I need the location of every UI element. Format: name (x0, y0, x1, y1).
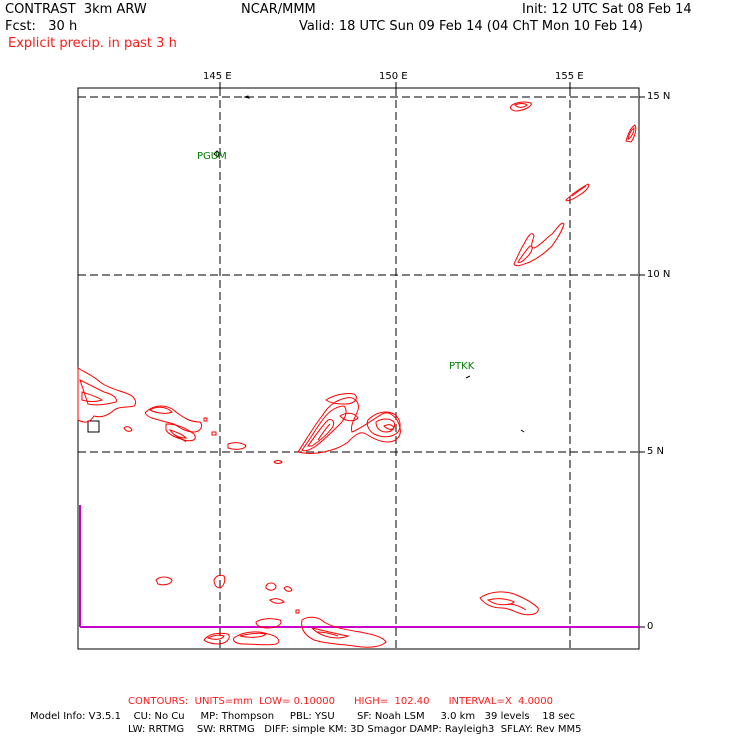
precip-contours (77, 101, 637, 648)
field-title: Explicit precip. in past 3 h (8, 36, 177, 51)
island-guam (213, 150, 220, 158)
frame-ticks (219, 82, 645, 628)
island-pohnpei (520, 429, 525, 433)
island-north (243, 95, 250, 99)
model-info-line2: LW: RRTMG SW: RRTMG DIFF: simple KM: 3D … (128, 724, 582, 735)
contour-info: CONTOURS: UNITS=mm LOW= 0.10000 HIGH= 10… (128, 696, 554, 707)
lon-label-155: 155 E (555, 71, 584, 82)
lat-label-15n: 15 N (647, 91, 671, 102)
lat-label-equator: 0 (647, 621, 654, 632)
org-name: NCAR/MMM (241, 2, 316, 17)
lat-label-5n: 5 N (647, 446, 665, 457)
island-west (87, 420, 100, 433)
lon-label-150: 150 E (379, 71, 408, 82)
forecast-hour: Fcst: 30 h (5, 19, 78, 34)
valid-time: Valid: 18 UTC Sun 09 Feb 14 (04 ChT Mon … (299, 19, 643, 34)
equator-line (79, 505, 639, 628)
station-label-pgum: PGUM (197, 151, 227, 162)
lon-label-145: 145 E (203, 71, 232, 82)
init-time: Init: 12 UTC Sat 08 Feb 14 (522, 2, 692, 17)
coastlines (87, 95, 525, 433)
grid-lines (78, 88, 639, 649)
model-name: CONTRAST 3km ARW (5, 2, 147, 17)
map-frame (77, 87, 640, 650)
island-chuuk (465, 375, 471, 379)
lat-label-10n: 10 N (647, 269, 671, 280)
model-info-line1: Model Info: V3.5.1 CU: No Cu MP: Thompso… (30, 711, 576, 722)
station-label-ptkk: PTKK (449, 361, 475, 372)
